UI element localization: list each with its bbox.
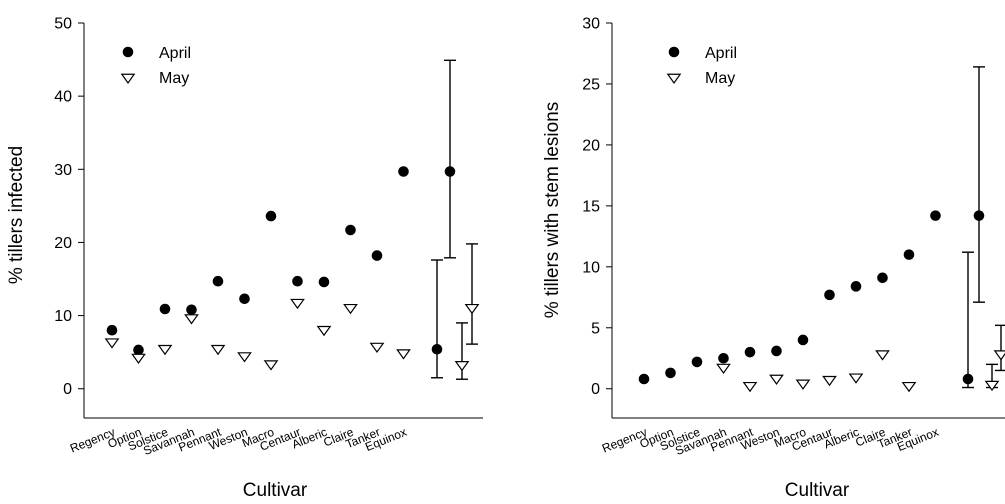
- y-tick-label: 0: [591, 381, 600, 398]
- y-tick-label: 5: [591, 320, 600, 337]
- legend-marker-april: [668, 46, 680, 58]
- y-tick-label: 25: [582, 76, 600, 93]
- data-point-april: [345, 224, 356, 236]
- data-point-april: [212, 275, 224, 287]
- data-point-may: [769, 374, 784, 385]
- error-bar-point-may: [454, 361, 470, 372]
- data-point-april: [744, 346, 756, 358]
- data-point-april: [930, 210, 941, 221]
- y-axis-title: % tillers infected: [6, 146, 27, 284]
- data-point-may: [210, 344, 226, 356]
- y-tick-label: 0: [63, 381, 72, 398]
- data-point-april: [638, 373, 650, 385]
- data-point-april: [797, 334, 809, 346]
- y-tick-label: 10: [54, 308, 72, 325]
- y-tick-label: 40: [54, 89, 72, 106]
- data-point-may: [875, 350, 890, 361]
- legend-label-may: May: [159, 70, 189, 87]
- error-bar-point-april: [431, 343, 443, 355]
- panel-stem-lesions: 051015202530RegencyOptionSolsticeSavanna…: [542, 16, 1005, 501]
- legend-marker-may: [666, 73, 682, 84]
- data-point-may: [716, 363, 731, 375]
- data-point-may: [157, 344, 173, 356]
- data-point-may: [237, 352, 252, 363]
- y-tick-label: 20: [582, 137, 600, 154]
- error-bar-point-april: [962, 373, 974, 385]
- y-tick-label: 30: [582, 16, 600, 33]
- data-point-april: [106, 324, 118, 336]
- legend-marker-may: [120, 73, 136, 84]
- data-point-may: [822, 375, 837, 387]
- y-tick-label: 30: [54, 162, 72, 179]
- legend-label-april: April: [705, 45, 737, 62]
- data-point-may: [742, 381, 758, 393]
- panel-infected: 01020304050RegencyOptionSolsticeSavannah…: [6, 16, 483, 501]
- data-point-april: [903, 249, 915, 260]
- data-point-april: [371, 250, 383, 261]
- data-point-april: [186, 304, 197, 316]
- x-axis-title: Cultivar: [243, 480, 308, 501]
- legend-label-april: April: [159, 45, 191, 62]
- data-point-april: [318, 276, 330, 288]
- data-point-april: [265, 210, 277, 222]
- data-point-april: [718, 352, 729, 364]
- data-point-may: [131, 353, 146, 365]
- y-tick-label: 15: [582, 198, 600, 215]
- error-bar-point-may: [984, 380, 1000, 392]
- data-point-april: [292, 275, 303, 287]
- legend-label-may: May: [705, 70, 735, 87]
- data-point-april: [239, 293, 250, 305]
- y-tick-label: 50: [54, 16, 72, 33]
- y-tick-label: 10: [582, 259, 600, 276]
- data-point-april: [133, 344, 144, 356]
- data-point-may: [795, 379, 811, 390]
- data-point-may: [848, 373, 864, 384]
- error-bar-point-april: [973, 210, 985, 221]
- x-axis-title: Cultivar: [785, 480, 850, 501]
- error-bar-point-may: [464, 303, 480, 315]
- data-point-april: [771, 345, 782, 357]
- data-point-april: [850, 281, 862, 292]
- data-point-may: [184, 314, 199, 325]
- y-tick-label: 20: [54, 235, 72, 252]
- legend-marker-april: [122, 46, 134, 58]
- error-bar-point-may: [993, 350, 1005, 361]
- data-point-april: [691, 356, 703, 368]
- data-point-april: [159, 303, 171, 315]
- data-point-april: [877, 272, 888, 284]
- data-point-may: [290, 298, 305, 310]
- data-point-may: [901, 381, 917, 393]
- data-point-may: [343, 303, 358, 315]
- data-point-may: [369, 342, 385, 354]
- data-point-may: [104, 338, 120, 349]
- error-bar-point-april: [444, 166, 456, 177]
- data-point-april: [398, 166, 409, 177]
- y-axis-title: % tillers with stem lesions: [542, 102, 563, 318]
- data-point-april: [665, 367, 676, 379]
- data-point-may: [263, 360, 279, 371]
- data-point-april: [824, 289, 835, 301]
- data-point-may: [316, 325, 332, 337]
- data-point-may: [396, 349, 411, 360]
